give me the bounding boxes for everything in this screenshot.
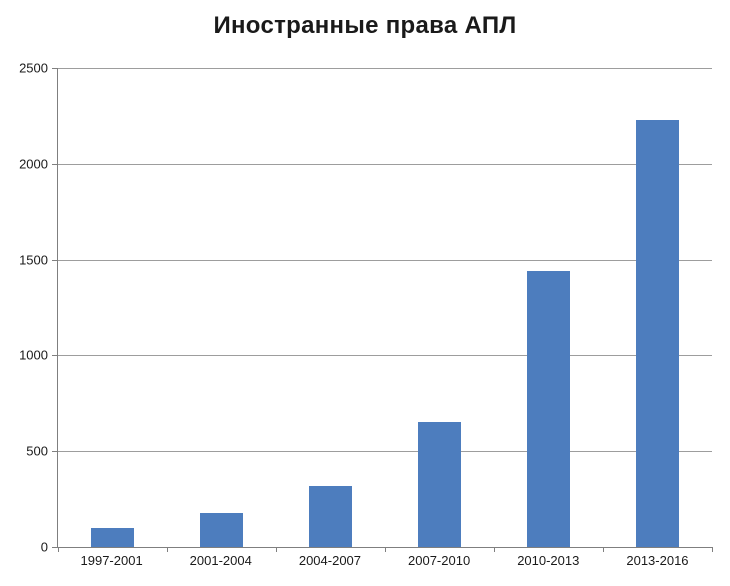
chart-title: Иностранные права АПЛ bbox=[213, 12, 517, 39]
x-category-label: 1997-2001 bbox=[80, 553, 143, 568]
y-tick-label: 500 bbox=[26, 443, 48, 459]
x-axis-labels: 1997-2001 2001-2004 2004-2007 2007-2010 2010… bbox=[57, 553, 712, 568]
gridline bbox=[58, 68, 712, 69]
bar-cell bbox=[494, 68, 603, 547]
gridline bbox=[58, 259, 712, 261]
x-category-label: 2010-2013 bbox=[517, 553, 580, 568]
bar-cell bbox=[276, 68, 385, 547]
x-tick-mark bbox=[385, 547, 386, 552]
y-tick-mark bbox=[52, 451, 58, 453]
y-tick-label: 1000 bbox=[19, 347, 48, 363]
y-tick-mark bbox=[52, 259, 58, 261]
y-tick-mark bbox=[52, 547, 58, 548]
x-tick-mark bbox=[712, 547, 713, 552]
x-tick-mark bbox=[58, 547, 59, 552]
y-tick-label: 2000 bbox=[19, 156, 48, 172]
y-tick-label: 2500 bbox=[19, 60, 48, 76]
x-tick-mark bbox=[494, 547, 495, 552]
y-tick-mark bbox=[52, 355, 58, 357]
x-category-label: 2013-2016 bbox=[626, 553, 689, 568]
plot-area: 2500 2000 1500 1000 500 0 bbox=[19, 61, 713, 555]
bar-2004-2007 bbox=[309, 485, 352, 547]
x-tick-mark bbox=[167, 547, 168, 552]
bar-1997-2001 bbox=[91, 527, 134, 547]
bar-cell bbox=[167, 68, 276, 547]
gridline bbox=[58, 163, 712, 165]
y-tick-label: 0 bbox=[40, 539, 48, 555]
bar-cell bbox=[58, 68, 167, 547]
bar-2013-2016 bbox=[636, 119, 679, 547]
bar-2001-2004 bbox=[200, 512, 243, 547]
y-tick-mark bbox=[52, 163, 58, 165]
bar-2007-2010 bbox=[418, 422, 461, 547]
gridline bbox=[58, 451, 712, 453]
y-tick-label: 1500 bbox=[19, 252, 48, 268]
y-tick-mark bbox=[52, 68, 58, 69]
bar-cell bbox=[385, 68, 494, 547]
x-category-label: 2001-2004 bbox=[189, 553, 252, 568]
bars-row bbox=[58, 68, 712, 547]
x-category-label: 2004-2007 bbox=[298, 553, 362, 568]
x-category-label: 2007-2010 bbox=[408, 553, 471, 568]
x-tick-mark bbox=[603, 547, 604, 552]
gridline bbox=[58, 355, 712, 357]
x-tick-mark bbox=[276, 547, 277, 552]
bar-cell bbox=[603, 68, 712, 547]
bar-2010-2013 bbox=[527, 271, 570, 547]
